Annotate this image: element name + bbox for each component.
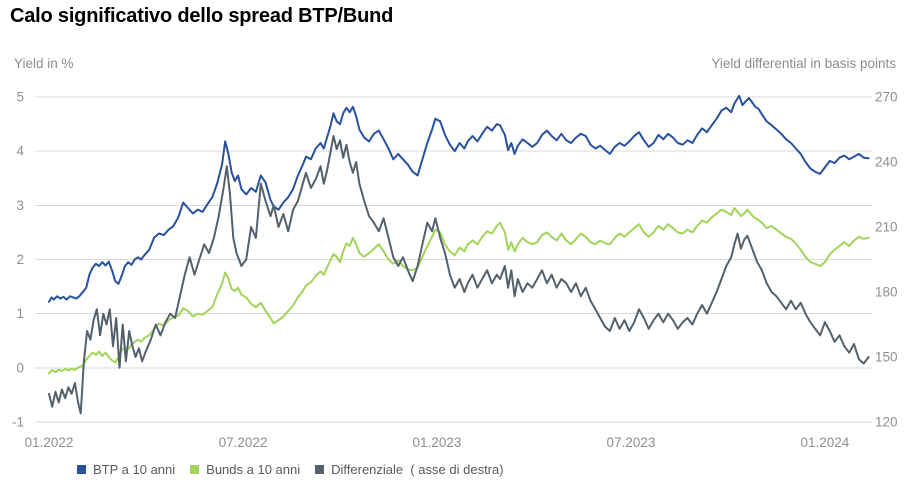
- legend-label-bunds: Bunds a 10 anni: [206, 462, 301, 477]
- right-axis-tick-label: 180: [875, 285, 898, 300]
- series-line-2: [48, 135, 870, 415]
- left-axis-tick-label: -1: [12, 415, 24, 430]
- series-line-0: [48, 94, 870, 303]
- legend-item-differenziale: Differenziale ( asse di destra): [315, 462, 504, 477]
- right-axis-tick-label: 150: [875, 350, 898, 365]
- right-axis-tick-label: 210: [875, 220, 898, 235]
- left-axis-tick-label: 4: [16, 144, 24, 159]
- left-axis-tick-label: 3: [16, 198, 24, 213]
- bunds-legend-swatch-icon: [190, 465, 200, 474]
- left-axis-title: Yield in %: [14, 56, 74, 71]
- x-axis-tick-label: 01.2023: [413, 435, 462, 450]
- right-axis-tick-label: 120: [875, 415, 898, 430]
- series-line-1: [48, 207, 870, 375]
- x-axis-tick-label: 01.2024: [801, 435, 850, 450]
- x-axis-tick-label: 07.2022: [219, 435, 268, 450]
- left-axis-tick-label: 2: [16, 252, 24, 267]
- chart-title: Calo significativo dello spread BTP/Bund: [10, 5, 394, 27]
- x-axis-tick-label: 01.2022: [25, 435, 74, 450]
- btp-legend-swatch-icon: [77, 465, 86, 474]
- left-axis-tick-label: 0: [16, 360, 24, 375]
- right-axis-title: Yield differential in basis points: [711, 56, 896, 71]
- legend-label-differenziale: Differenziale ( asse di destra): [331, 462, 504, 477]
- x-axis-tick-label: 07.2023: [607, 435, 656, 450]
- right-axis-tick-label: 270: [875, 90, 898, 105]
- right-axis-tick-label: 240: [875, 155, 898, 170]
- legend-label-btp: BTP a 10 anni: [93, 462, 176, 477]
- left-axis-tick-label: 1: [16, 306, 24, 321]
- differenziale-legend-swatch-icon: [315, 465, 325, 474]
- left-axis-tick-label: 5: [16, 90, 24, 105]
- legend-item-bunds: Bunds a 10 anni: [190, 462, 300, 477]
- legend-item-btp: BTP a 10 anni: [77, 462, 175, 477]
- chart-legend: BTP a 10 anni Bunds a 10 anni Differenzi…: [77, 462, 504, 477]
